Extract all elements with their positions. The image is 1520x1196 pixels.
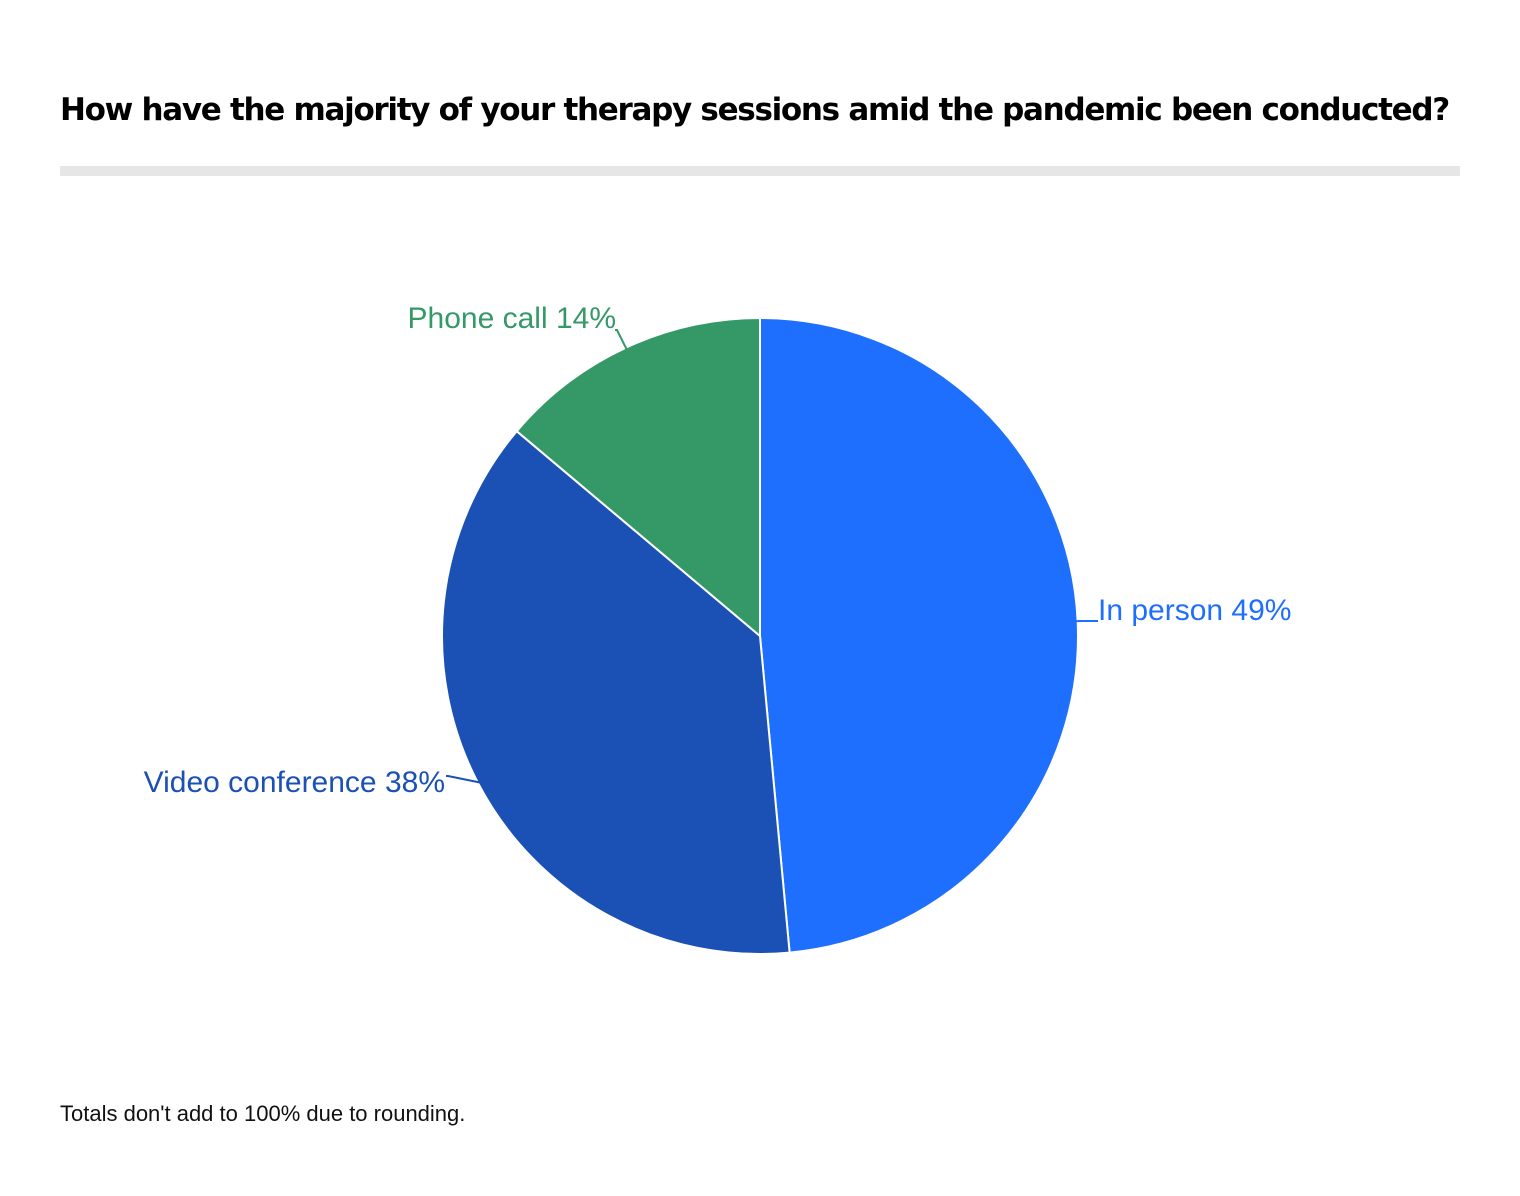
slice-label-in-person: In person 49%: [1098, 594, 1291, 627]
footnote: Totals don't add to 100% due to rounding…: [60, 1101, 466, 1126]
chart-title: How have the majority of your therapy se…: [60, 92, 1450, 128]
slice-in-person: [759, 317, 1080, 954]
leader-line-phone-call: [615, 329, 628, 350]
slice-labels: In person 49% Video conference 38% Phone c…: [144, 302, 1292, 799]
pie-slices: [441, 317, 1080, 956]
slice-label-phone-call: Phone call 14%: [408, 302, 616, 335]
slice-label-video-conference: Video conference 38%: [144, 766, 445, 799]
slice-video-conference: [441, 430, 791, 956]
title-divider: [60, 166, 1460, 176]
leader-line-video-conference: [446, 775, 481, 784]
leader-lines: [446, 329, 1098, 784]
